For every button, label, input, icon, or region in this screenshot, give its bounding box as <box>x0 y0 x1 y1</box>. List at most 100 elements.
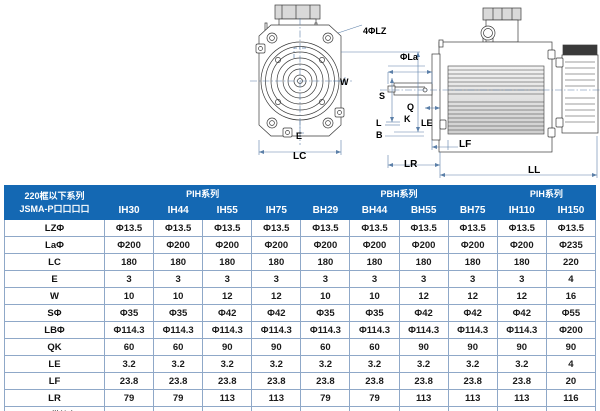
cell-e-bh75: 3 <box>447 270 498 288</box>
cell-lr-ih150: 116 <box>545 389 597 407</box>
cell-lc-ih110: 180 <box>496 253 547 271</box>
cell-lr-bh29: 79 <box>300 389 351 407</box>
cell-e-ih75: 3 <box>251 270 302 288</box>
cell-lf-bh55: 23.8 <box>398 372 449 390</box>
cell-lc-ih150: 220 <box>545 253 597 271</box>
cell-lc-bh75: 180 <box>447 253 498 271</box>
corner-header-line2: JSMA-P口口口口 <box>19 203 90 214</box>
table-row: SΦ Φ35 Φ35 Φ42 Φ42 Φ35 Φ35 Φ42 Φ42 Φ42 Φ… <box>4 304 597 322</box>
cell-lf-bh75: 23.8 <box>447 372 498 390</box>
cell-ll-no-brake-bh75: 343.4 <box>447 406 498 411</box>
row-label-w: W <box>4 287 105 305</box>
table-corner-header: 220框以下系列 JSMA-P口口口口 <box>4 185 105 220</box>
label-phi-la: ΦLa <box>400 52 418 62</box>
cell-lr-bh44: 79 <box>349 389 400 407</box>
table-row: LF 23.8 23.8 23.8 23.8 23.8 23.8 23.8 23… <box>4 372 597 390</box>
table-body: LZΦ Φ13.5 Φ13.5 Φ13.5 Φ13.5 Φ13.5 Φ13.5 … <box>4 219 597 411</box>
side-view <box>387 7 599 153</box>
label-lc: LC <box>293 151 307 162</box>
cell-e-bh29: 3 <box>300 270 351 288</box>
label-l: L <box>376 118 382 128</box>
table-row: W 10 10 12 12 10 10 12 12 12 16 <box>4 287 597 305</box>
label-le: LE <box>421 118 433 128</box>
cell-lz-ih44: Φ13.5 <box>153 219 204 237</box>
corner-header-line1: 220框以下系列 <box>24 191 85 202</box>
cell-qk-ih30: 60 <box>103 338 155 356</box>
label-ll: LL <box>528 165 541 176</box>
label-w: W <box>340 77 349 87</box>
group-header-pih-1: PIH系列 <box>103 185 302 201</box>
cell-lc-bh29: 180 <box>300 253 351 271</box>
cell-ll-no-brake-ih150: 428.4 <box>545 406 597 411</box>
cell-lc-ih75: 180 <box>251 253 302 271</box>
row-label-lz: LZΦ <box>4 219 105 237</box>
cell-ll-no-brake-ih30: 192.4 <box>103 406 155 411</box>
cell-w-ih75: 12 <box>251 287 302 305</box>
col-header-ih55: IH55 <box>202 200 253 220</box>
cell-lf-ih30: 23.8 <box>103 372 155 390</box>
cell-e-bh44: 3 <box>349 270 400 288</box>
cell-w-ih150: 16 <box>545 287 597 305</box>
cell-la-ih75: Φ200 <box>251 236 302 254</box>
cell-w-bh29: 10 <box>300 287 351 305</box>
cell-lf-ih75: 23.8 <box>251 372 302 390</box>
cell-le-bh29: 3.2 <box>300 355 351 373</box>
drawing-canvas <box>250 4 600 178</box>
cell-ll-no-brake-bh55: 269.4 <box>398 406 449 411</box>
cell-lf-ih55: 23.8 <box>202 372 253 390</box>
cell-le-bh55: 3.2 <box>398 355 449 373</box>
row-label-le: LE <box>4 355 105 373</box>
cell-s-bh29: Φ35 <box>300 304 351 322</box>
label-4phi-lz: 4ΦLZ <box>363 26 387 36</box>
row-label-ll-no-brake: LL(不带煞车) <box>4 406 105 411</box>
cell-lf-ih44: 23.8 <box>153 372 204 390</box>
table-column-header-row: IH30 IH44 IH55 IH75 BH29 BH44 BH55 BH75 … <box>5 200 597 220</box>
cell-s-bh55: Φ42 <box>398 304 449 322</box>
cell-qk-ih75: 90 <box>251 338 302 356</box>
col-header-ih110: IH110 <box>496 200 547 220</box>
col-header-bh75: BH75 <box>447 200 498 220</box>
cell-lb-bh29: Φ114.3 <box>300 321 351 339</box>
cell-la-ih110: Φ200 <box>496 236 547 254</box>
cell-ll-no-brake-ih55: 249.9 <box>202 406 253 411</box>
cell-w-bh55: 12 <box>398 287 449 305</box>
cell-lr-ih55: 113 <box>202 389 253 407</box>
cell-lz-ih150: Φ13.5 <box>545 219 597 237</box>
cell-qk-bh29: 60 <box>300 338 351 356</box>
cell-qk-ih150: 90 <box>545 338 597 356</box>
cell-lb-bh44: Φ114.3 <box>349 321 400 339</box>
cell-lz-bh75: Φ13.5 <box>447 219 498 237</box>
cell-s-bh75: Φ42 <box>447 304 498 322</box>
cell-le-ih150: 4 <box>545 355 597 373</box>
technical-drawing: 4ΦLZ ΦLa W E LC S L B Q K LE LF LR LL <box>0 0 600 180</box>
cell-lb-ih110: Φ114.3 <box>496 321 547 339</box>
cell-la-bh44: Φ200 <box>349 236 400 254</box>
row-label-lc: LC <box>4 253 105 271</box>
label-lf: LF <box>459 139 472 150</box>
cell-qk-bh55: 90 <box>398 338 449 356</box>
row-label-lr: LR <box>4 389 105 407</box>
cell-le-ih110: 3.2 <box>496 355 547 373</box>
table-row: QK 60 60 90 90 60 60 90 90 90 90 <box>4 338 597 356</box>
group-header-pbh: PBH系列 <box>300 185 498 201</box>
cell-ll-no-brake-ih110: 381 <box>496 406 547 411</box>
col-header-bh44: BH44 <box>349 200 400 220</box>
col-header-bh29: BH29 <box>300 200 351 220</box>
col-header-ih30: IH30 <box>103 200 155 220</box>
cell-le-ih44: 3.2 <box>153 355 204 373</box>
cell-lz-bh44: Φ13.5 <box>349 219 400 237</box>
cell-w-bh75: 12 <box>447 287 498 305</box>
cell-lf-ih110: 23.8 <box>496 372 547 390</box>
label-q: Q <box>407 102 415 112</box>
cell-lz-ih55: Φ13.5 <box>202 219 253 237</box>
cell-la-bh55: Φ200 <box>398 236 449 254</box>
label-k: K <box>404 114 411 124</box>
cell-qk-ih110: 90 <box>496 338 547 356</box>
cell-la-ih30: Φ200 <box>103 236 155 254</box>
table-row: LZΦ Φ13.5 Φ13.5 Φ13.5 Φ13.5 Φ13.5 Φ13.5 … <box>4 219 597 237</box>
cell-qk-ih55: 90 <box>202 338 253 356</box>
cell-ll-no-brake-ih75: 307.4 <box>251 406 302 411</box>
cell-lc-ih30: 180 <box>103 253 155 271</box>
col-header-bh55: BH55 <box>398 200 449 220</box>
